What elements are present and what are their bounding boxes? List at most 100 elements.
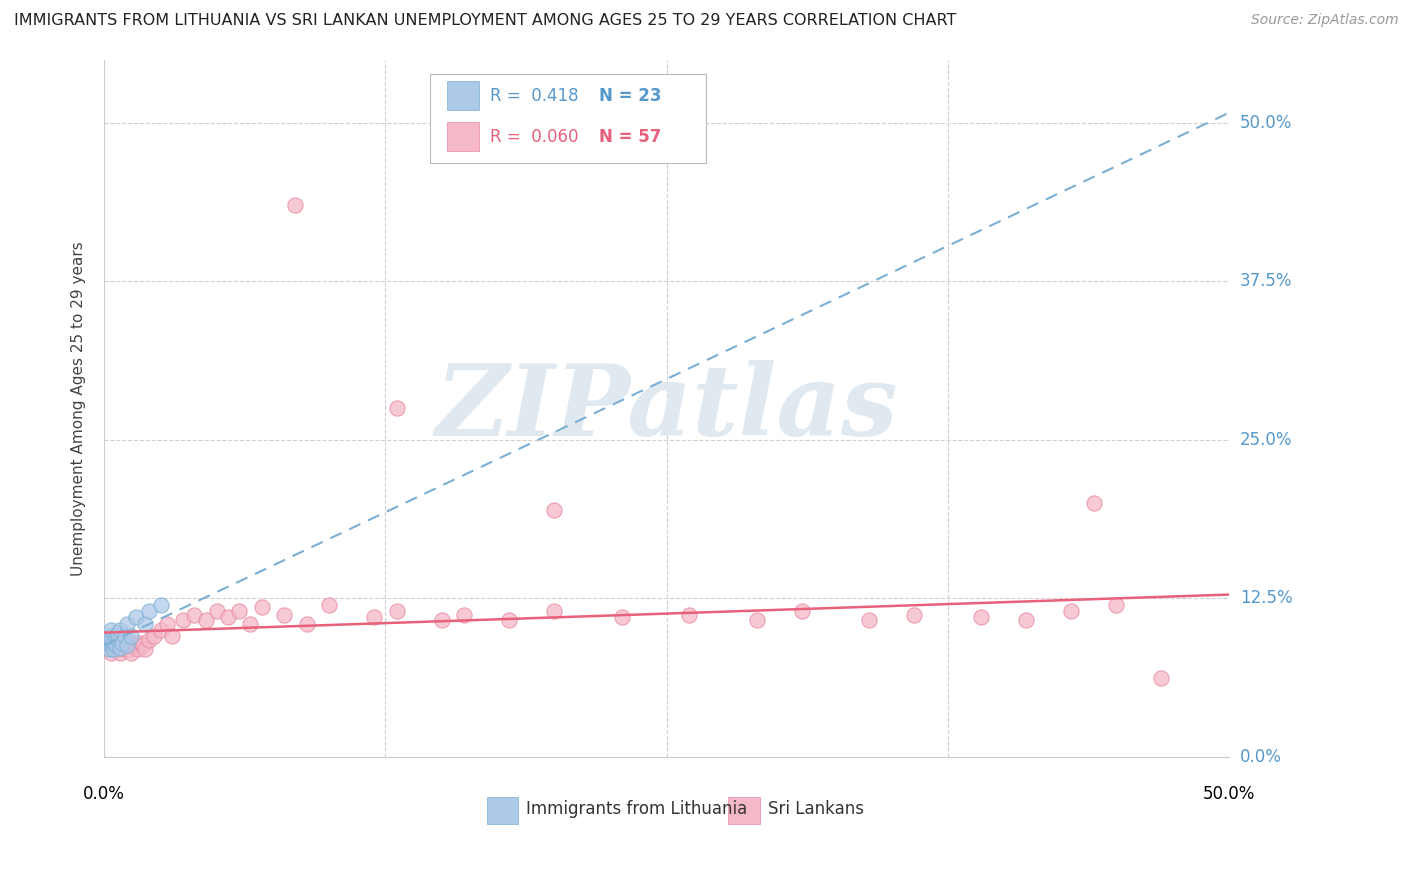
- Point: [543, 502, 565, 516]
- Point: [122, 636, 145, 650]
- Point: [100, 633, 122, 648]
- Point: [97, 629, 120, 643]
- Point: [149, 623, 172, 637]
- Point: [205, 604, 228, 618]
- Point: [114, 629, 136, 643]
- Point: [1060, 604, 1083, 618]
- Point: [96, 638, 118, 652]
- Point: [115, 638, 138, 652]
- Point: [108, 623, 131, 637]
- Point: [100, 638, 122, 652]
- Point: [453, 607, 475, 622]
- Point: [108, 640, 131, 655]
- Point: [104, 633, 127, 648]
- Point: [100, 633, 122, 648]
- Point: [498, 613, 520, 627]
- Point: [142, 629, 165, 643]
- Text: ZIPatlas: ZIPatlas: [436, 360, 898, 457]
- FancyBboxPatch shape: [447, 81, 479, 111]
- Point: [194, 613, 217, 627]
- Point: [120, 629, 142, 643]
- Point: [970, 610, 993, 624]
- Point: [138, 633, 160, 648]
- Point: [104, 629, 127, 643]
- Text: R =  0.060: R = 0.060: [491, 128, 578, 145]
- Point: [1150, 671, 1173, 685]
- Point: [96, 636, 118, 650]
- Point: [134, 642, 156, 657]
- Point: [1105, 598, 1128, 612]
- Point: [430, 613, 453, 627]
- Point: [678, 607, 700, 622]
- Point: [273, 607, 295, 622]
- Text: IMMIGRANTS FROM LITHUANIA VS SRI LANKAN UNEMPLOYMENT AMONG AGES 25 TO 29 YEARS C: IMMIGRANTS FROM LITHUANIA VS SRI LANKAN …: [14, 13, 956, 29]
- Point: [103, 642, 125, 657]
- Point: [103, 636, 125, 650]
- Point: [107, 633, 129, 648]
- Text: R =  0.418: R = 0.418: [491, 87, 579, 104]
- Point: [115, 636, 138, 650]
- Point: [156, 616, 179, 631]
- Point: [115, 638, 138, 652]
- Point: [239, 616, 262, 631]
- Point: [250, 600, 273, 615]
- Text: N = 57: N = 57: [599, 128, 661, 145]
- Point: [858, 613, 880, 627]
- Point: [131, 638, 153, 652]
- Point: [610, 610, 633, 624]
- Point: [120, 646, 142, 660]
- FancyBboxPatch shape: [486, 797, 519, 824]
- Text: 50.0%: 50.0%: [1202, 785, 1256, 803]
- Point: [103, 636, 125, 650]
- Point: [115, 616, 138, 631]
- Point: [127, 642, 149, 657]
- Point: [217, 610, 239, 624]
- Point: [103, 642, 125, 657]
- Point: [318, 598, 340, 612]
- FancyBboxPatch shape: [728, 797, 759, 824]
- Point: [363, 610, 385, 624]
- Text: 37.5%: 37.5%: [1240, 272, 1292, 291]
- Point: [114, 642, 136, 657]
- Text: Source: ZipAtlas.com: Source: ZipAtlas.com: [1251, 13, 1399, 28]
- Point: [284, 198, 307, 212]
- Point: [107, 636, 129, 650]
- Point: [1015, 613, 1038, 627]
- Point: [111, 638, 134, 652]
- Point: [385, 604, 408, 618]
- Point: [903, 607, 925, 622]
- Point: [385, 401, 408, 416]
- FancyBboxPatch shape: [430, 73, 706, 163]
- Point: [125, 610, 148, 624]
- Point: [104, 640, 127, 655]
- Point: [228, 604, 250, 618]
- Point: [108, 633, 131, 648]
- Point: [125, 638, 148, 652]
- Point: [790, 604, 813, 618]
- Text: Sri Lankans: Sri Lankans: [768, 800, 863, 818]
- Point: [149, 598, 172, 612]
- Point: [183, 607, 205, 622]
- Point: [100, 623, 122, 637]
- Text: 0.0%: 0.0%: [83, 785, 125, 803]
- Text: 50.0%: 50.0%: [1240, 114, 1292, 132]
- FancyBboxPatch shape: [447, 122, 479, 152]
- Point: [138, 604, 160, 618]
- Point: [100, 646, 122, 660]
- Point: [172, 613, 194, 627]
- Point: [107, 625, 129, 640]
- Point: [97, 642, 120, 657]
- Y-axis label: Unemployment Among Ages 25 to 29 years: Unemployment Among Ages 25 to 29 years: [72, 241, 86, 575]
- Point: [118, 642, 141, 657]
- Point: [543, 604, 565, 618]
- Point: [129, 636, 152, 650]
- Point: [160, 629, 183, 643]
- Text: 12.5%: 12.5%: [1240, 590, 1292, 607]
- Text: N = 23: N = 23: [599, 87, 662, 104]
- Point: [108, 646, 131, 660]
- Text: 25.0%: 25.0%: [1240, 431, 1292, 449]
- Point: [134, 616, 156, 631]
- Point: [745, 613, 768, 627]
- Point: [107, 642, 129, 657]
- Text: Immigrants from Lithuania: Immigrants from Lithuania: [526, 800, 747, 818]
